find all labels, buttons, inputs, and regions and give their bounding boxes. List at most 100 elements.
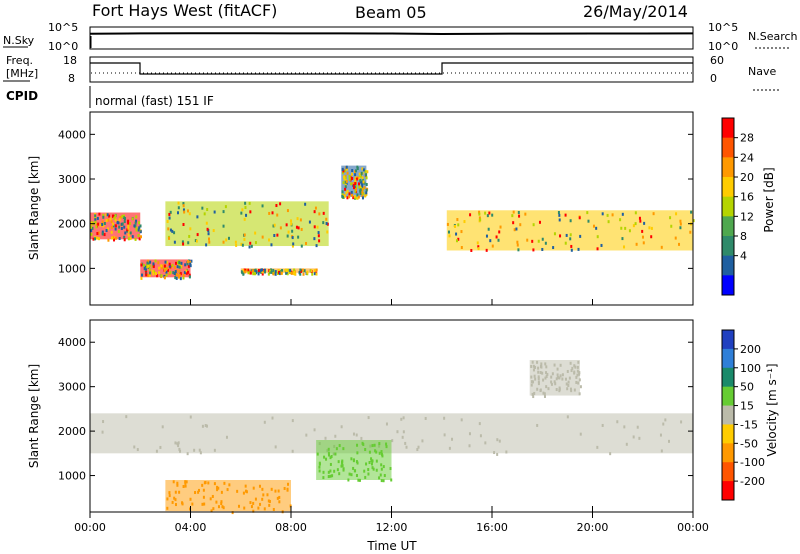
power-echo-cell bbox=[153, 270, 156, 274]
power-echo-cell bbox=[182, 242, 185, 246]
freq-trace bbox=[90, 62, 693, 75]
power-echo-cell bbox=[102, 215, 105, 219]
power-echo-cell bbox=[513, 228, 516, 232]
power-echo-cell bbox=[127, 224, 130, 228]
velocity-echo-cell bbox=[340, 425, 343, 429]
power-echo-cell bbox=[313, 269, 316, 273]
power-echo-cell bbox=[143, 266, 146, 270]
velocity-echo-cell bbox=[335, 447, 338, 451]
power-echo-cell bbox=[290, 271, 293, 275]
power-echo-cell bbox=[300, 227, 303, 231]
power-echo-cell bbox=[101, 220, 104, 224]
velocity-echo-cell bbox=[575, 380, 578, 384]
velocity-echo-cell bbox=[579, 385, 582, 389]
velocity-echo-cell bbox=[210, 509, 213, 513]
noise-frame bbox=[89, 26, 694, 50]
power-echo-cell bbox=[177, 206, 180, 210]
power-echo-cell bbox=[134, 225, 137, 229]
velocity-echo-cell bbox=[576, 365, 579, 369]
power-echo-cell bbox=[359, 188, 362, 192]
power-echo-cell bbox=[558, 213, 561, 217]
power-echo-cell bbox=[188, 275, 191, 279]
velocity-echo-cell bbox=[254, 497, 257, 501]
velocity-echo-cell bbox=[553, 380, 556, 384]
power-echo-cell bbox=[261, 270, 264, 274]
velocity-echo-cell bbox=[660, 449, 663, 453]
power-echo-cell bbox=[660, 245, 663, 249]
velocity-echo-cell bbox=[209, 497, 212, 501]
velocity-echo-cell bbox=[375, 459, 378, 463]
power-echo-cell bbox=[352, 196, 355, 200]
velocity-echo-cell bbox=[194, 491, 197, 495]
power-echo-cell bbox=[176, 211, 179, 215]
power-echo-cell bbox=[110, 220, 113, 224]
power-echo-cell bbox=[189, 262, 192, 266]
power-echo-cell bbox=[94, 237, 97, 241]
velocity-echo-cell bbox=[291, 449, 294, 453]
velocity-echo-cell bbox=[567, 380, 570, 384]
power-echo-cell bbox=[518, 214, 521, 218]
power-echo-cell bbox=[90, 225, 93, 229]
power-echo-cell bbox=[90, 229, 93, 233]
power-echo-cell bbox=[619, 218, 622, 222]
velocity-cbar-swatch bbox=[722, 424, 734, 444]
power-echo-cell bbox=[137, 228, 140, 232]
power-echo-cell bbox=[484, 211, 487, 215]
velocity-echo-cell bbox=[338, 444, 341, 448]
power-echo-cell bbox=[167, 227, 170, 231]
power-echo-cell bbox=[92, 237, 95, 241]
power-echo-cell bbox=[248, 201, 251, 205]
velocity-echo-cell bbox=[531, 392, 534, 396]
power-echo-cell bbox=[362, 178, 365, 182]
power-echo-cell bbox=[311, 272, 314, 276]
power-echo-cell bbox=[635, 242, 638, 246]
power-echo-cell bbox=[362, 168, 365, 172]
power-echo-cell bbox=[102, 213, 105, 217]
power-echo-cell bbox=[354, 196, 357, 200]
velocity-echo-cell bbox=[566, 369, 569, 373]
power-echo-cell bbox=[179, 272, 182, 276]
velocity-echo-cell bbox=[385, 445, 388, 449]
power-echo-cell bbox=[296, 217, 299, 221]
power-echo-cell bbox=[176, 261, 179, 265]
power-echo-cell bbox=[544, 241, 547, 245]
power-echo-cell bbox=[356, 196, 359, 200]
power-echo-cell bbox=[639, 219, 642, 223]
power-echo-cell bbox=[160, 274, 163, 278]
power-echo-cell bbox=[495, 235, 498, 239]
power-echo-cell bbox=[138, 226, 141, 230]
power-echo-cell bbox=[356, 167, 359, 171]
velocity-echo-cell bbox=[537, 380, 540, 384]
velocity-echo-cell bbox=[341, 464, 344, 468]
velocity-colorbar: 200 100 50 15 -15 -50 -100 -200 bbox=[721, 329, 765, 501]
velocity-cbar-frame bbox=[721, 329, 735, 501]
power-echo-cell bbox=[564, 213, 567, 217]
velocity-echo-cell bbox=[358, 478, 361, 482]
power-echo-cell bbox=[257, 272, 260, 276]
power-echo-cell bbox=[313, 272, 316, 276]
velocity-echo-cell bbox=[355, 474, 358, 478]
power-echo-cell bbox=[478, 212, 481, 216]
power-echo-cell bbox=[570, 248, 573, 252]
power-echo-cell bbox=[187, 241, 190, 245]
power-echo-cell bbox=[163, 267, 166, 271]
power-echo-cell bbox=[361, 181, 364, 185]
velocity-echo-cell bbox=[342, 447, 345, 451]
power-echo-cell bbox=[174, 276, 177, 280]
velocity-echo-cell bbox=[278, 500, 281, 504]
velocity-echo-cell bbox=[216, 485, 219, 489]
power-echo-cell bbox=[669, 216, 672, 220]
power-echo-cell bbox=[175, 276, 178, 280]
velocity-echo-cell bbox=[468, 444, 471, 448]
velocity-echo-cell bbox=[662, 422, 665, 426]
velocity-echo-cell bbox=[533, 374, 536, 378]
velocity-echo-cell bbox=[375, 468, 378, 472]
power-echo-cell bbox=[148, 264, 151, 268]
velocity-echo-cell bbox=[283, 486, 286, 490]
velocity-echo-cell bbox=[348, 472, 351, 476]
power-echo-cell bbox=[115, 236, 118, 240]
velocity-echo-cell bbox=[268, 503, 271, 507]
power-echo-cell bbox=[252, 271, 255, 275]
velocity-echo-cell bbox=[352, 459, 355, 463]
power-echo-cell bbox=[344, 185, 347, 189]
